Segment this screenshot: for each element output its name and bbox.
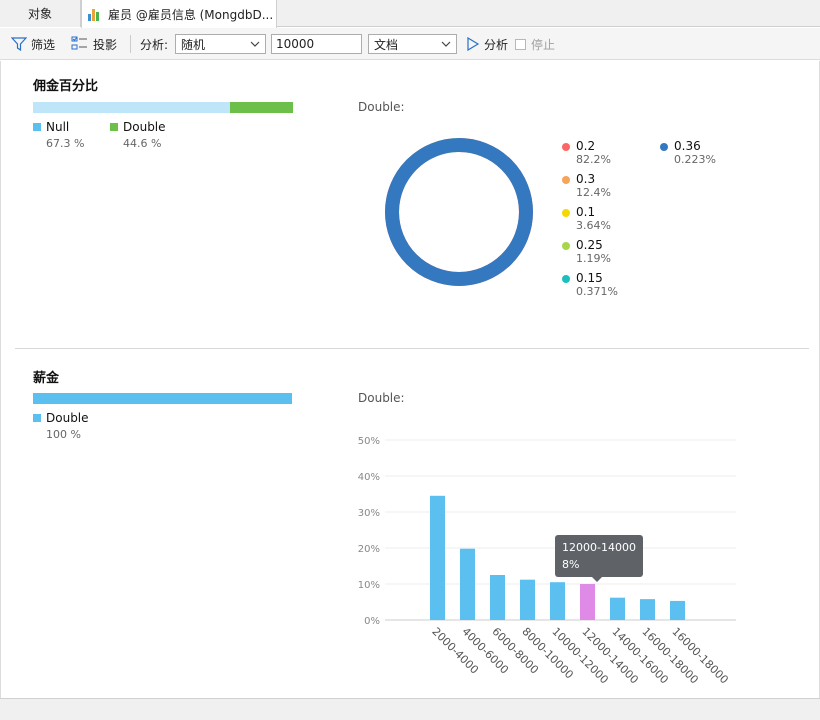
commission-title: 佣金百分比 (33, 79, 99, 94)
filter-label: 筛选 (31, 37, 56, 52)
sample-size-input[interactable]: 10000 (271, 34, 362, 54)
stop-checkbox-box[interactable] (515, 38, 526, 50)
pie-legend-label: 0.3 (576, 172, 596, 186)
analyze-label: 分析 (484, 37, 509, 52)
histogram-bar[interactable] (520, 579, 535, 620)
y-tick-label: 0% (364, 616, 380, 627)
type-bar-segment (33, 393, 292, 404)
play-icon (467, 37, 480, 51)
salary-histogram[interactable]: 0%10%20%30%40%50%2000-40004000-60006000-… (341, 421, 761, 691)
bar-chart-label: Double: (358, 391, 405, 405)
bar-chart-icon (88, 8, 102, 21)
toolbar-separator (130, 35, 131, 53)
histogram-bar[interactable] (640, 599, 655, 620)
legend-dot (562, 143, 570, 151)
histogram-bar[interactable] (430, 495, 445, 620)
pie-slice[interactable] (385, 138, 533, 286)
pie-legend-value: 3.64% (576, 219, 611, 232)
pie-legend-value: 12.4% (576, 186, 611, 199)
legend-dot (562, 275, 570, 283)
tab-objects[interactable]: 对象 (0, 0, 81, 27)
target-select[interactable]: 文档 (368, 34, 457, 54)
histogram-bar[interactable] (580, 584, 595, 620)
stop-checkbox[interactable]: 停止 (515, 28, 555, 60)
tab-active-label: 雇员 @雇员信息 (MongdbD... (108, 7, 274, 22)
pie-legend-value: 82.2% (576, 153, 611, 166)
y-tick-label: 30% (358, 508, 380, 519)
y-tick-label: 50% (358, 436, 380, 447)
pie-legend-label: 0.2 (576, 139, 596, 153)
sample-mode-select[interactable]: 随机 (175, 34, 266, 54)
histogram-bar[interactable] (610, 597, 625, 620)
status-bar (0, 698, 820, 720)
legend-salary-double-swatch (33, 414, 41, 422)
pie-chart-label: Double: (358, 100, 405, 114)
analyze-button[interactable]: 分析 (466, 28, 508, 60)
tooltip-value: 8% (562, 558, 580, 571)
type-bar-segment (33, 102, 230, 113)
salary-title: 薪金 (33, 371, 60, 386)
legend-double-percent: 44.6 % (123, 137, 162, 150)
histogram-bar[interactable] (460, 548, 475, 620)
projection-icon (71, 36, 87, 50)
legend-null-swatch (33, 123, 41, 131)
legend-dot (562, 209, 570, 217)
chevron-down-icon (250, 41, 260, 47)
legend-double-swatch (110, 123, 118, 131)
y-tick-label: 20% (358, 544, 380, 555)
stop-label: 停止 (531, 37, 556, 52)
legend-dot (660, 143, 668, 151)
pie-legend-value: 1.19% (576, 252, 611, 265)
pie-legend-label: 0.25 (576, 238, 603, 252)
tab-employee-analysis[interactable]: 雇员 @雇员信息 (MongdbD... (81, 0, 277, 28)
pie-legend-label: 0.1 (576, 205, 596, 219)
legend-null-name: Null (46, 120, 70, 134)
histogram-bar[interactable] (490, 575, 505, 620)
legend-null-percent: 67.3 % (46, 137, 85, 150)
sample-mode-value: 随机 (181, 37, 206, 52)
pie-legend-value: 0.223% (674, 153, 716, 166)
target-value: 文档 (374, 37, 399, 52)
analysis-panel: 佣金百分比 Null 67.3 % Double 44.6 % Double: … (0, 61, 820, 698)
pie-legend-label: 0.15 (576, 271, 603, 285)
legend-dot (562, 176, 570, 184)
tooltip-range: 12000-14000 (562, 541, 636, 554)
filter-icon (11, 37, 27, 51)
commission-pie-chart[interactable] (379, 132, 539, 292)
chevron-down-icon (441, 41, 451, 47)
projection-label: 投影 (93, 37, 118, 52)
histogram-bar[interactable] (550, 582, 565, 620)
analyze-prefix: 分析: (140, 28, 168, 60)
tab-objects-label: 对象 (27, 7, 52, 21)
y-tick-label: 10% (358, 580, 380, 591)
tab-bar: 对象 雇员 @雇员信息 (MongdbD... (0, 0, 820, 28)
toolbar: 筛选 投影 分析: 随机 10000 文档 分析 停止 (0, 28, 820, 60)
legend-double-name: Double (123, 120, 166, 134)
filter-button[interactable]: 筛选 (11, 28, 55, 60)
bar-tooltip: 12000-14000 8% (555, 535, 643, 582)
projection-button[interactable]: 投影 (71, 28, 117, 60)
section-divider (15, 348, 809, 349)
y-tick-label: 40% (358, 472, 380, 483)
pie-legend-value: 0.371% (576, 285, 618, 298)
histogram-bar[interactable] (670, 600, 685, 620)
type-bar-segment (230, 102, 293, 113)
legend-dot (562, 242, 570, 250)
legend-salary-double-percent: 100 % (46, 428, 81, 441)
legend-salary-double-name: Double (46, 411, 89, 425)
pie-legend-label: 0.36 (674, 139, 701, 153)
analyze-prefix-label: 分析: (140, 37, 169, 52)
